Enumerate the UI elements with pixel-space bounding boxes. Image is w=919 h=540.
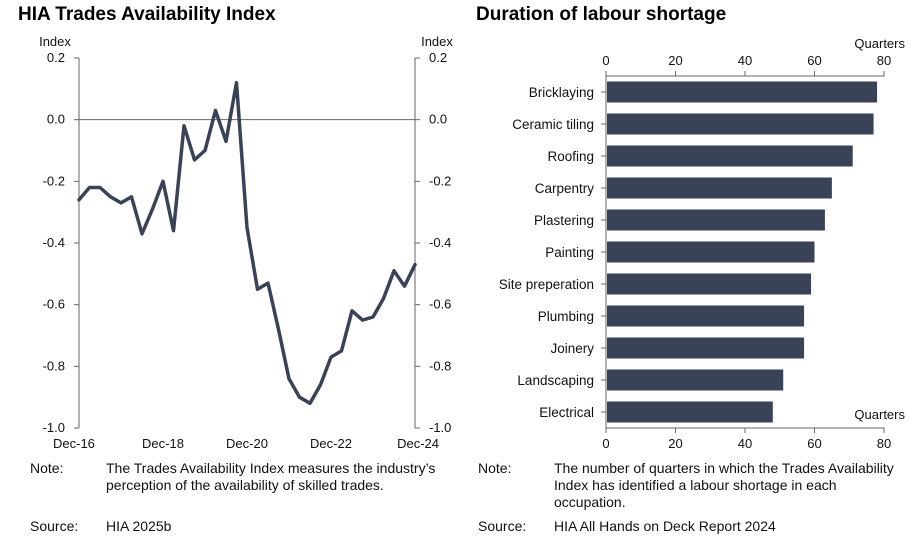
left-y-tick-label: -0.4 <box>43 235 65 250</box>
bar-roofing <box>607 145 853 167</box>
x-tick-label: Dec-24 <box>397 436 439 451</box>
right-y-tick-label: -0.2 <box>429 173 451 188</box>
left-note-text: The Trades Availability Index measures t… <box>106 460 436 493</box>
right-note-text: The number of quarters in which the Trad… <box>554 460 894 510</box>
category-label: Painting <box>545 245 594 260</box>
top-x-tick-label: 40 <box>738 53 752 68</box>
right-axis-unit-label: Index <box>421 34 453 49</box>
right-y-tick-label: 0.0 <box>429 112 447 127</box>
category-label: Roofing <box>547 149 594 164</box>
top-x-axis-unit-label: Quarters <box>854 36 905 51</box>
bottom-x-axis-unit-label: Quarters <box>854 407 905 422</box>
left-note-key: Note: <box>30 460 64 476</box>
bar-plastering <box>607 209 825 231</box>
category-label: Bricklaying <box>529 85 594 100</box>
bottom-x-tick-label: 40 <box>738 436 752 451</box>
left-y-tick-label: 0.2 <box>47 50 65 65</box>
bar-electrical <box>607 401 773 423</box>
bar-ceramic-tiling <box>607 113 874 135</box>
right-source-key: Source: <box>478 518 527 534</box>
right-note-key: Note: <box>478 460 512 476</box>
right-source-text: HIA All Hands on Deck Report 2024 <box>554 518 776 534</box>
category-label: Electrical <box>539 405 594 420</box>
category-label: Joinery <box>550 341 594 356</box>
category-label: Plastering <box>534 213 594 228</box>
bar-joinery <box>607 337 805 359</box>
left-y-tick-label: -0.2 <box>43 173 65 188</box>
bottom-x-tick-label: 0 <box>602 436 609 451</box>
x-tick-label: Dec-16 <box>53 436 95 451</box>
bottom-x-tick-label: 60 <box>807 436 821 451</box>
category-label: Plumbing <box>538 309 594 324</box>
bar-painting <box>607 241 815 263</box>
bottom-x-tick-label: 20 <box>668 436 682 451</box>
right-chart-title: Duration of labour shortage <box>476 4 727 25</box>
bar-carpentry <box>607 177 832 199</box>
left-source-key: Source: <box>30 518 79 534</box>
top-x-tick-label: 0 <box>602 53 609 68</box>
bar-bricklaying <box>607 81 878 103</box>
bottom-x-tick-label: 80 <box>877 436 891 451</box>
left-y-tick-label: -0.6 <box>43 297 65 312</box>
left-y-tick-label: -1.0 <box>43 420 65 435</box>
top-x-tick-label: 60 <box>807 53 821 68</box>
category-label: Landscaping <box>517 373 594 388</box>
category-label: Site preperation <box>499 277 594 292</box>
labour-shortage-bar-chart: Quarters Quarters 0 0 20 20 40 40 60 60 80 80 Brickl… <box>499 36 906 451</box>
left-chart-title: HIA Trades Availability Index <box>18 4 276 25</box>
right-y-tick-label: -0.4 <box>429 235 451 250</box>
trades-index-series-line <box>77 80 417 406</box>
x-tick-label: Dec-18 <box>142 436 184 451</box>
x-tick-label: Dec-22 <box>310 436 352 451</box>
right-y-tick-label: -1.0 <box>429 420 451 435</box>
x-tick-label: Dec-20 <box>226 436 268 451</box>
left-axis-unit-label: Index <box>39 34 71 49</box>
right-y-tick-label: -0.8 <box>429 358 451 373</box>
category-label: Carpentry <box>535 181 595 196</box>
right-y-tick-label: 0.2 <box>429 50 447 65</box>
left-y-tick-label: -0.8 <box>43 358 65 373</box>
bar-plumbing <box>607 305 805 327</box>
category-label: Ceramic tiling <box>512 117 594 132</box>
left-source-text: HIA 2025b <box>106 518 172 534</box>
left-y-tick-label: 0.0 <box>47 112 65 127</box>
top-x-tick-label: 80 <box>877 53 891 68</box>
top-x-tick-label: 20 <box>668 53 682 68</box>
bar-landscaping <box>607 369 784 391</box>
bar-site-preperation <box>607 273 812 295</box>
right-y-tick-label: -0.6 <box>429 297 451 312</box>
